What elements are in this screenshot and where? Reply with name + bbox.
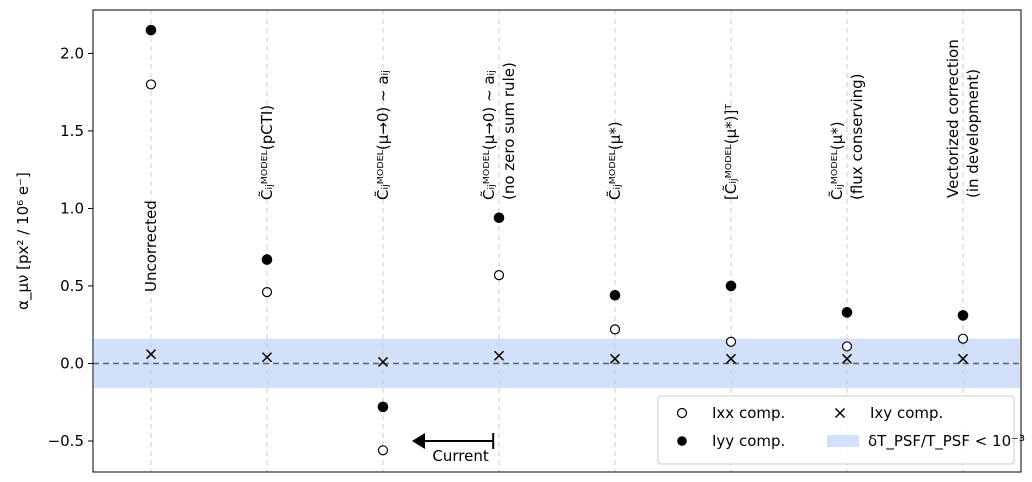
iyy-point — [261, 254, 273, 265]
iyy-point — [841, 307, 853, 318]
ixx-point — [609, 324, 621, 335]
category-label: C̃ᵢⱼᴹᴼᴰᴱᴸ(μ→0) ~ aᵢⱼ — [373, 70, 392, 200]
ixy-point — [725, 353, 737, 364]
iyy-point — [377, 401, 389, 413]
legend-label: Iyy comp. — [712, 432, 785, 450]
category-labels: Uncorrected C̃ᵢⱼᴹᴼᴰᴱᴸ(pCTI) C̃ᵢⱼᴹᴼᴰᴱᴸ(μ→0)… — [142, 39, 982, 292]
category-label: Vectorized correction — [944, 39, 962, 198]
y-tick-label: 1.5 — [60, 122, 84, 140]
category-label: C̃ᵢⱼᴹᴼᴰᴱᴸ(μ→0) ~ aᵢⱼ — [479, 70, 498, 200]
ixy-point — [377, 356, 389, 367]
legend-ixy-marker — [834, 407, 846, 419]
ixy-point-stroke — [841, 353, 853, 364]
legend-ixx-marker — [676, 407, 688, 419]
ixy-point — [609, 353, 621, 364]
y-tick-label: 0.5 — [60, 277, 84, 295]
y-axis: −0.5 0.0 0.5 1.0 1.5 2.0 — [48, 44, 93, 450]
iyy-point — [725, 280, 737, 292]
ixy-point-stroke — [145, 349, 157, 360]
legend-label: δT_PSF/T_PSF < 10⁻³ — [868, 432, 1025, 451]
y-tick-label: 0.0 — [60, 354, 84, 372]
legend-label: Ixx comp. — [712, 404, 785, 422]
category-label: C̃ᵢⱼᴹᴼᴰᴱᴸ(pCTI) — [257, 105, 276, 200]
plot-background — [93, 10, 1021, 472]
iyy-point — [493, 212, 505, 224]
ixx-point — [145, 79, 157, 90]
ixx-point — [377, 445, 389, 456]
category-label: (flux conserving) — [848, 73, 866, 200]
ixy-point — [841, 353, 853, 364]
category-label: C̃ᵢⱼᴹᴼᴰᴱᴸ(μ*) — [827, 121, 846, 200]
y-tick-label: −0.5 — [48, 432, 84, 450]
ixx-point — [261, 287, 273, 298]
category-label: C̃ᵢⱼᴹᴼᴰᴱᴸ(μ*) — [605, 121, 624, 200]
y-tick-label: 2.0 — [60, 44, 84, 62]
ixx-point — [493, 270, 505, 281]
ixy-point-stroke — [957, 353, 969, 364]
category-label: Uncorrected — [142, 200, 160, 292]
legend-iyy-marker — [677, 436, 687, 446]
legend-label: Ixy comp. — [870, 404, 943, 422]
y-tick-label: 1.0 — [60, 199, 84, 217]
ixy-point — [145, 349, 157, 360]
category-label: (in development) — [964, 69, 982, 198]
ixx-point — [957, 333, 969, 344]
legend-box — [657, 395, 1015, 465]
category-label: [C̃ᵢⱼᴹᴼᴰᴱᴸ(μ*)]ᵀ — [721, 104, 740, 200]
ixy-point — [957, 353, 969, 364]
iyy-point — [609, 289, 621, 301]
legend: Ixx comp. Iyy comp. Ixy comp. δT_PSF/T_PSF … — [657, 395, 1025, 465]
plot-frame — [92, 9, 1022, 473]
legend-band-swatch — [827, 435, 859, 447]
iyy-point — [145, 24, 157, 36]
ixy-point-stroke — [377, 356, 389, 367]
current-annotation: Current — [412, 432, 495, 465]
category-label: (no zero sum rule) — [500, 62, 518, 200]
ixy-point — [493, 350, 505, 361]
ixy-point-stroke — [493, 350, 505, 361]
ixy-point-stroke — [725, 353, 737, 364]
arrow-head — [412, 432, 425, 449]
current-annotation-text: Current — [432, 447, 488, 465]
ixy-point-stroke — [261, 352, 273, 363]
data-points — [145, 24, 969, 456]
ixx-point — [725, 336, 737, 347]
y-axis-label: α_μν [px² / 10⁶ e⁻] — [14, 172, 33, 310]
ixy-point — [261, 352, 273, 363]
ixx-point — [841, 341, 853, 352]
iyy-point — [957, 310, 969, 321]
ixy-point-stroke — [609, 353, 621, 364]
